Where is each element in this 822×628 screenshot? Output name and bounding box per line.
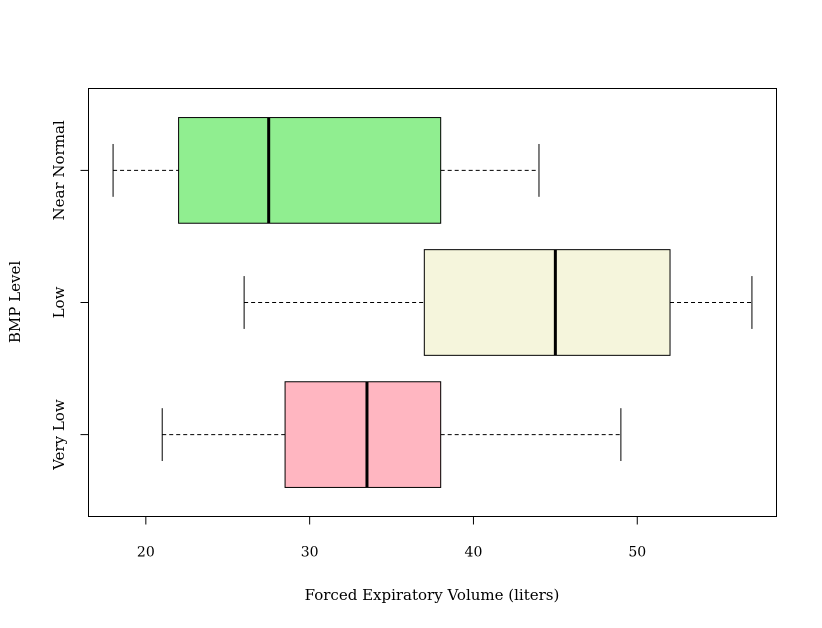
box-0 — [284, 381, 442, 488]
box-group-2 — [112, 117, 540, 224]
y-tick-label-2: Near Normal — [50, 120, 68, 220]
x-tick-label-2: 40 — [465, 545, 483, 561]
y-tick-label-0: Very Low — [50, 399, 68, 471]
y-axis-label: BMP Level — [6, 261, 24, 343]
x-axis: 20 30 40 50 — [137, 516, 646, 561]
box-1 — [423, 249, 671, 356]
x-tick-label-3: 50 — [628, 545, 646, 561]
y-axis: Very Low Low Near Normal — [50, 120, 89, 471]
box-group-1 — [243, 249, 753, 356]
x-tick-label-1: 30 — [301, 545, 319, 561]
x-tick-label-0: 20 — [137, 545, 155, 561]
boxes-layer — [112, 117, 753, 488]
box-2 — [178, 117, 442, 224]
box-group-0 — [161, 381, 622, 488]
x-axis-label: Forced Expiratory Volume (liters) — [305, 586, 560, 604]
y-tick-label-1: Low — [50, 286, 68, 318]
